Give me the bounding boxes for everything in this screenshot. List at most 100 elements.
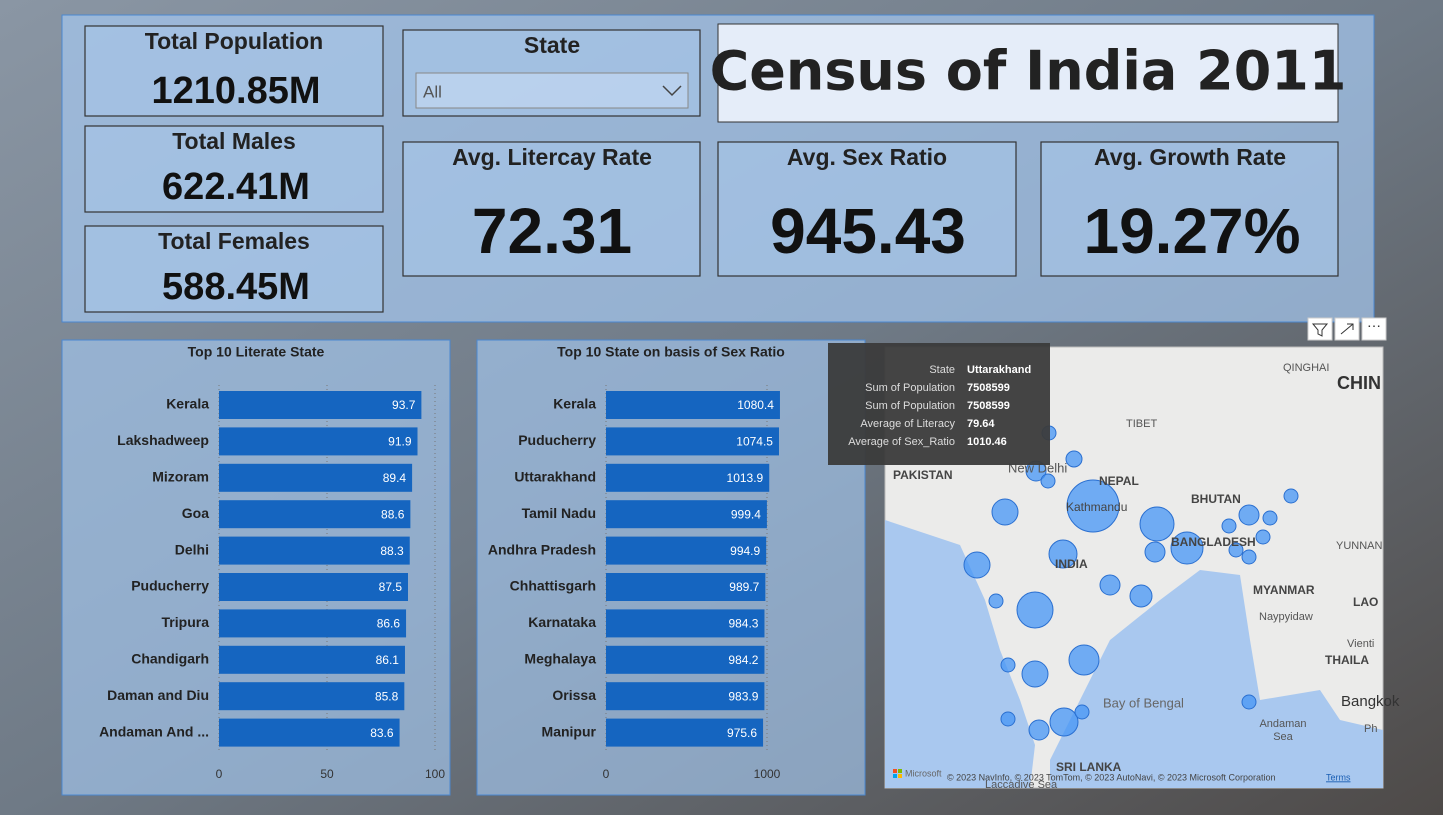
map-label: Kathmandu — [1066, 500, 1127, 514]
bar — [606, 427, 779, 456]
map-bubble — [1262, 510, 1278, 526]
map-bubble — [1129, 584, 1153, 608]
chart-title: Top 10 Literate State — [188, 344, 325, 360]
filter-icon[interactable] — [1311, 323, 1329, 337]
kpi-label: Total Males — [172, 128, 296, 154]
map-label: INDIA — [1055, 557, 1088, 571]
map-bubble — [1048, 539, 1078, 569]
kpi-card — [84, 225, 384, 313]
map-bubble — [1228, 542, 1244, 558]
map-bubble — [963, 551, 991, 579]
x-tick-label: 0 — [216, 767, 223, 781]
map-label: Ph — [1364, 723, 1377, 735]
map-label: TIBET — [1126, 418, 1157, 430]
map-label: Naypyidaw — [1259, 611, 1313, 623]
tooltip-value: 79.64 — [967, 418, 995, 430]
kpi-value: 1210.85M — [151, 70, 320, 112]
data-label: 999.4 — [731, 507, 761, 521]
y-tick-label: Goa — [182, 505, 209, 521]
map-sea — [885, 520, 1035, 788]
visual-header: ⋯ — [1307, 317, 1387, 341]
map-label: YUNNAN — [1336, 540, 1383, 552]
logo — [898, 769, 902, 773]
kpi-card — [84, 25, 384, 117]
dropdown-value[interactable]: All — [423, 82, 442, 101]
y-tick-label: Andaman And ... — [99, 723, 209, 739]
kpi-value: 588.45M — [162, 266, 310, 308]
data-label: 86.1 — [376, 653, 400, 667]
tooltip-label: Average of Sex_Ratio — [848, 436, 955, 448]
data-label: 88.6 — [381, 507, 405, 521]
title-box — [717, 23, 1339, 123]
kpi-card — [717, 141, 1017, 277]
map-terms[interactable]: Terms — [1326, 772, 1351, 782]
bar — [606, 391, 780, 419]
map-bubble — [1040, 473, 1056, 489]
data-label: 89.4 — [383, 471, 407, 485]
map-bubble — [1170, 531, 1204, 565]
kpi-card — [84, 125, 384, 213]
dropdown[interactable] — [415, 72, 689, 109]
y-tick-label: Kerala — [166, 396, 209, 412]
bar — [219, 682, 405, 711]
data-label: 984.2 — [728, 653, 758, 667]
kpi-value: 72.31 — [472, 195, 632, 267]
y-tick-label: Orissa — [552, 687, 596, 703]
kpi-label: Avg. Growth Rate — [1094, 144, 1286, 170]
data-label: 983.9 — [728, 689, 758, 703]
y-tick-label: Chhattisgarh — [510, 578, 596, 594]
bar — [606, 609, 765, 638]
map-bubble — [1144, 541, 1166, 563]
kpi-label: Total Females — [158, 228, 310, 254]
bar — [606, 536, 767, 565]
tooltip-label: State — [929, 364, 955, 376]
kpi-card — [1040, 141, 1339, 277]
map-bubble — [1021, 660, 1049, 688]
filter-icon[interactable] — [1307, 317, 1333, 341]
map-label: CHIN — [1337, 373, 1381, 393]
data-label: 1080.4 — [737, 398, 774, 412]
map-bubble — [1074, 704, 1090, 720]
x-tick-label: 0 — [603, 767, 610, 781]
bar — [606, 645, 765, 674]
logo — [893, 774, 897, 778]
tooltip-value: 7508599 — [967, 382, 1010, 394]
kpi-label: Total Population — [145, 28, 323, 54]
data-label: 85.8 — [375, 689, 399, 703]
focus-icon[interactable] — [1340, 323, 1354, 335]
x-tick-label: 1000 — [754, 767, 781, 781]
dropdown-arrow[interactable] — [662, 85, 682, 97]
kpi-label: Avg. Sex Ratio — [787, 144, 947, 170]
slicer-label: State — [524, 32, 580, 58]
y-tick-label: Meghalaya — [524, 651, 596, 667]
logo — [898, 774, 902, 778]
y-tick-label: Karnataka — [528, 614, 596, 630]
bar — [606, 718, 764, 747]
data-label: 1013.9 — [727, 471, 764, 485]
more-icon[interactable] — [1361, 317, 1387, 341]
data-label: 93.7 — [392, 398, 416, 412]
y-tick-label: Puducherry — [518, 432, 596, 448]
y-tick-label: Manipur — [542, 723, 597, 739]
map-label: LAO — [1353, 595, 1378, 609]
logo — [893, 769, 897, 773]
map-copyright: © 2023 NavInfo, © 2023 TomTom, © 2023 Au… — [947, 772, 1276, 782]
y-tick-label: Andhra Pradesh — [488, 541, 596, 557]
map-bubble — [1016, 591, 1054, 629]
data-label: 86.6 — [377, 617, 401, 631]
bar — [606, 500, 767, 529]
kpi-value: 622.41M — [162, 166, 310, 208]
data-label: 989.7 — [729, 580, 759, 594]
map-label: Laccadive Sea — [985, 779, 1058, 791]
map-label: Bay of Bengal — [1103, 695, 1184, 710]
map-label: PAKISTAN — [893, 468, 953, 482]
bar — [606, 573, 766, 601]
data-label: 83.6 — [370, 726, 394, 740]
more-icon[interactable]: ⋯ — [1367, 318, 1381, 334]
data-label: 984.3 — [728, 617, 758, 631]
map-bubble — [1221, 518, 1237, 534]
map-sea — [1050, 570, 1383, 788]
y-tick-label: Tripura — [162, 614, 210, 630]
y-tick-label: Daman and Diu — [107, 687, 209, 703]
